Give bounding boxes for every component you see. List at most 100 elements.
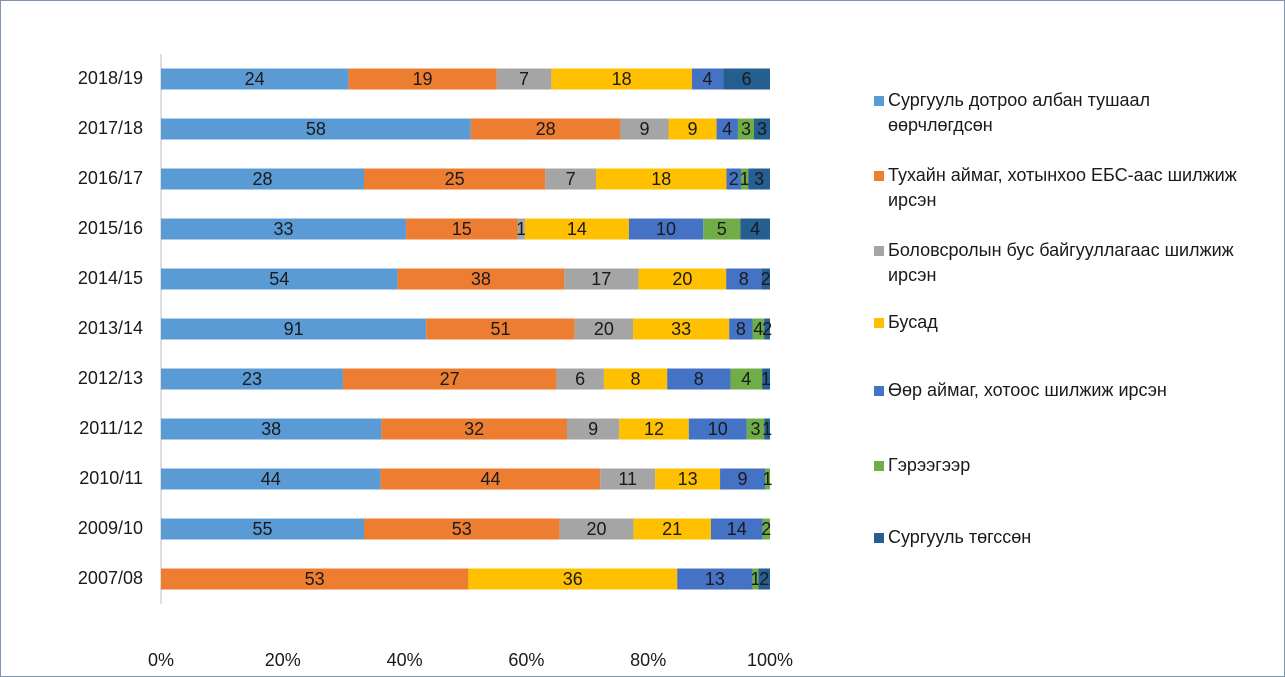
data-label: 38 (471, 269, 491, 289)
x-tick-label: 100% (747, 650, 793, 670)
bar-segment (765, 468, 770, 490)
y-tick-label: 2013/14 (78, 318, 143, 338)
bar-segment (574, 318, 634, 340)
bar-segment (406, 218, 518, 240)
bar-segment (364, 518, 560, 540)
x-tick-label: 40% (387, 650, 423, 670)
data-label: 23 (242, 369, 262, 389)
data-label: 2 (729, 169, 739, 189)
data-label: 33 (671, 319, 691, 339)
data-label: 58 (306, 119, 326, 139)
data-label: 4 (753, 319, 763, 339)
data-label: 13 (678, 469, 698, 489)
y-tick-label: 2017/18 (78, 118, 143, 138)
data-label: 53 (452, 519, 472, 539)
x-tick-label: 0% (148, 650, 174, 670)
data-label: 1 (761, 369, 771, 389)
bar-segment (364, 168, 546, 190)
data-label: 8 (694, 369, 704, 389)
bar-segment (556, 368, 604, 390)
bar-segment (161, 518, 364, 540)
legend-swatch (874, 171, 884, 181)
data-label: 38 (261, 419, 281, 439)
bar-segment (703, 218, 741, 240)
data-label: 9 (588, 419, 598, 439)
data-label: 18 (651, 169, 671, 189)
data-label: 4 (703, 69, 713, 89)
data-label: 14 (567, 219, 587, 239)
data-label: 33 (274, 219, 294, 239)
data-label: 15 (452, 219, 472, 239)
bar-segment (496, 68, 552, 90)
data-label: 10 (708, 419, 728, 439)
bar-segment (619, 418, 689, 440)
bar-segment (723, 68, 770, 90)
legend-label: Сургууль төгссөн (888, 527, 1032, 547)
bar-segment (762, 518, 770, 540)
data-label: 4 (741, 369, 751, 389)
bar-segment (764, 418, 770, 440)
bar-segment (380, 468, 601, 490)
bar-segment (567, 418, 620, 440)
legend-label: Боловсролын бус байгууллагаас шилжиж ирс… (888, 240, 1234, 285)
legend-swatch (874, 461, 884, 471)
data-label: 8 (631, 369, 641, 389)
legend-item: Бусад (870, 310, 1248, 335)
bar-segment (161, 218, 407, 240)
data-label: 1 (740, 169, 750, 189)
bar-segment (762, 368, 770, 390)
bar-segment (633, 518, 711, 540)
data-label: 6 (742, 69, 752, 89)
legend-label: Тухайн аймаг, хотынхоо ЕБС-аас шилжиж ир… (888, 165, 1237, 210)
data-label: 1 (762, 469, 772, 489)
data-label: 1 (750, 569, 760, 589)
data-label: 3 (741, 119, 751, 139)
bar-segment (161, 468, 381, 490)
bar-segment (726, 168, 741, 190)
data-label: 4 (722, 119, 732, 139)
data-label: 24 (245, 69, 265, 89)
y-tick-label: 2009/10 (78, 518, 143, 538)
data-label: 91 (284, 319, 304, 339)
bar-segment (764, 318, 770, 340)
data-label: 2 (761, 519, 771, 539)
data-label: 54 (269, 269, 289, 289)
data-label: 20 (672, 269, 692, 289)
bar-segment (761, 268, 770, 290)
data-label: 8 (739, 269, 749, 289)
data-label: 9 (738, 469, 748, 489)
data-label: 9 (639, 119, 649, 139)
legend-item: Тухайн аймаг, хотынхоо ЕБС-аас шилжиж ир… (870, 163, 1248, 213)
legend-swatch (874, 533, 884, 543)
bar-segment (655, 468, 721, 490)
bar-segment (677, 568, 753, 590)
bar-segment (545, 168, 596, 190)
bar-segment (746, 418, 765, 440)
bar-segment (633, 318, 730, 340)
bar-segment (596, 168, 727, 190)
bar-segment (468, 568, 678, 590)
bar-segment (470, 118, 621, 140)
data-label: 18 (612, 69, 632, 89)
data-label: 5 (717, 219, 727, 239)
y-tick-label: 2010/11 (79, 468, 143, 488)
bar-segment (161, 418, 382, 440)
bar-segment (426, 318, 575, 340)
data-label: 1 (762, 419, 772, 439)
legend-swatch (874, 96, 884, 106)
bar-segment (397, 268, 565, 290)
legend-item: Өөр аймаг, хотоос шилжиж ирсэн (870, 378, 1248, 403)
bar-segment (342, 368, 557, 390)
data-label: 3 (754, 169, 764, 189)
data-label: 32 (464, 419, 484, 439)
bar-segment (524, 218, 629, 240)
bar-segment (716, 118, 738, 140)
bar-segment (740, 218, 770, 240)
data-label: 2 (759, 569, 769, 589)
bar-segment (161, 368, 343, 390)
data-label: 2 (761, 269, 771, 289)
data-label: 6 (575, 369, 585, 389)
bar-segment (600, 468, 656, 490)
bar-segment (348, 68, 497, 90)
